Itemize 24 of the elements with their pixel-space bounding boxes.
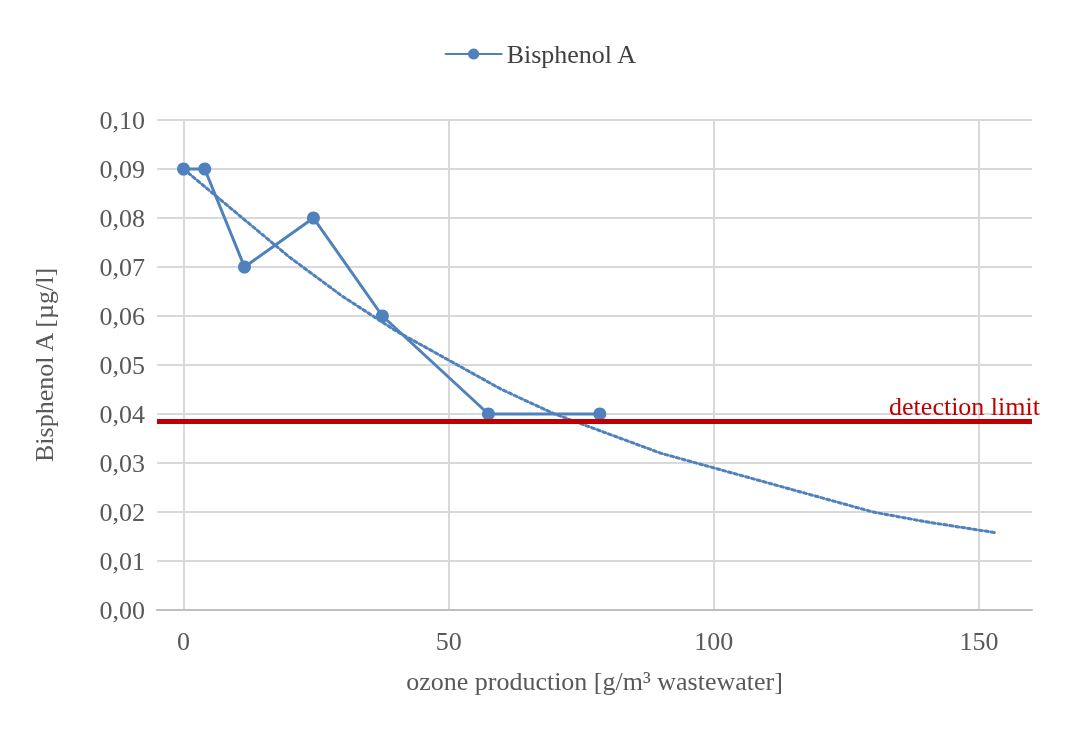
point [306, 211, 320, 225]
x-tick-label: 50 [435, 626, 462, 656]
point [177, 162, 191, 176]
y-tick-label: 0,09 [99, 154, 145, 184]
y-tick-label: 0,01 [99, 546, 145, 576]
x-axis-title: ozone production [g/m³ wastewater] [406, 666, 783, 696]
y-axis-title: Bisphenol A [µg/l] [29, 267, 59, 463]
y-tick-label: 0,05 [99, 350, 145, 380]
point [198, 162, 212, 176]
point [375, 309, 389, 323]
x-tick-label: 100 [694, 626, 734, 656]
point [238, 260, 251, 274]
y-tick-label: 0,03 [99, 448, 145, 478]
y-tick-label: 0,08 [99, 203, 145, 233]
y-tick-label: 0,06 [99, 301, 145, 331]
x-tick-label: 0 [177, 626, 191, 656]
y-tick-label: 0,02 [99, 497, 145, 527]
y-tick-label: 0,07 [99, 252, 145, 282]
x-tick-label: 150 [959, 626, 999, 656]
ref-line-label: detection limit [889, 391, 1041, 421]
y-tick-label: 0,00 [99, 595, 145, 625]
y-tick-label: 0,10 [99, 105, 145, 135]
y-tick-label: 0,04 [99, 399, 145, 429]
legend-label: Bisphenol A [506, 39, 637, 69]
